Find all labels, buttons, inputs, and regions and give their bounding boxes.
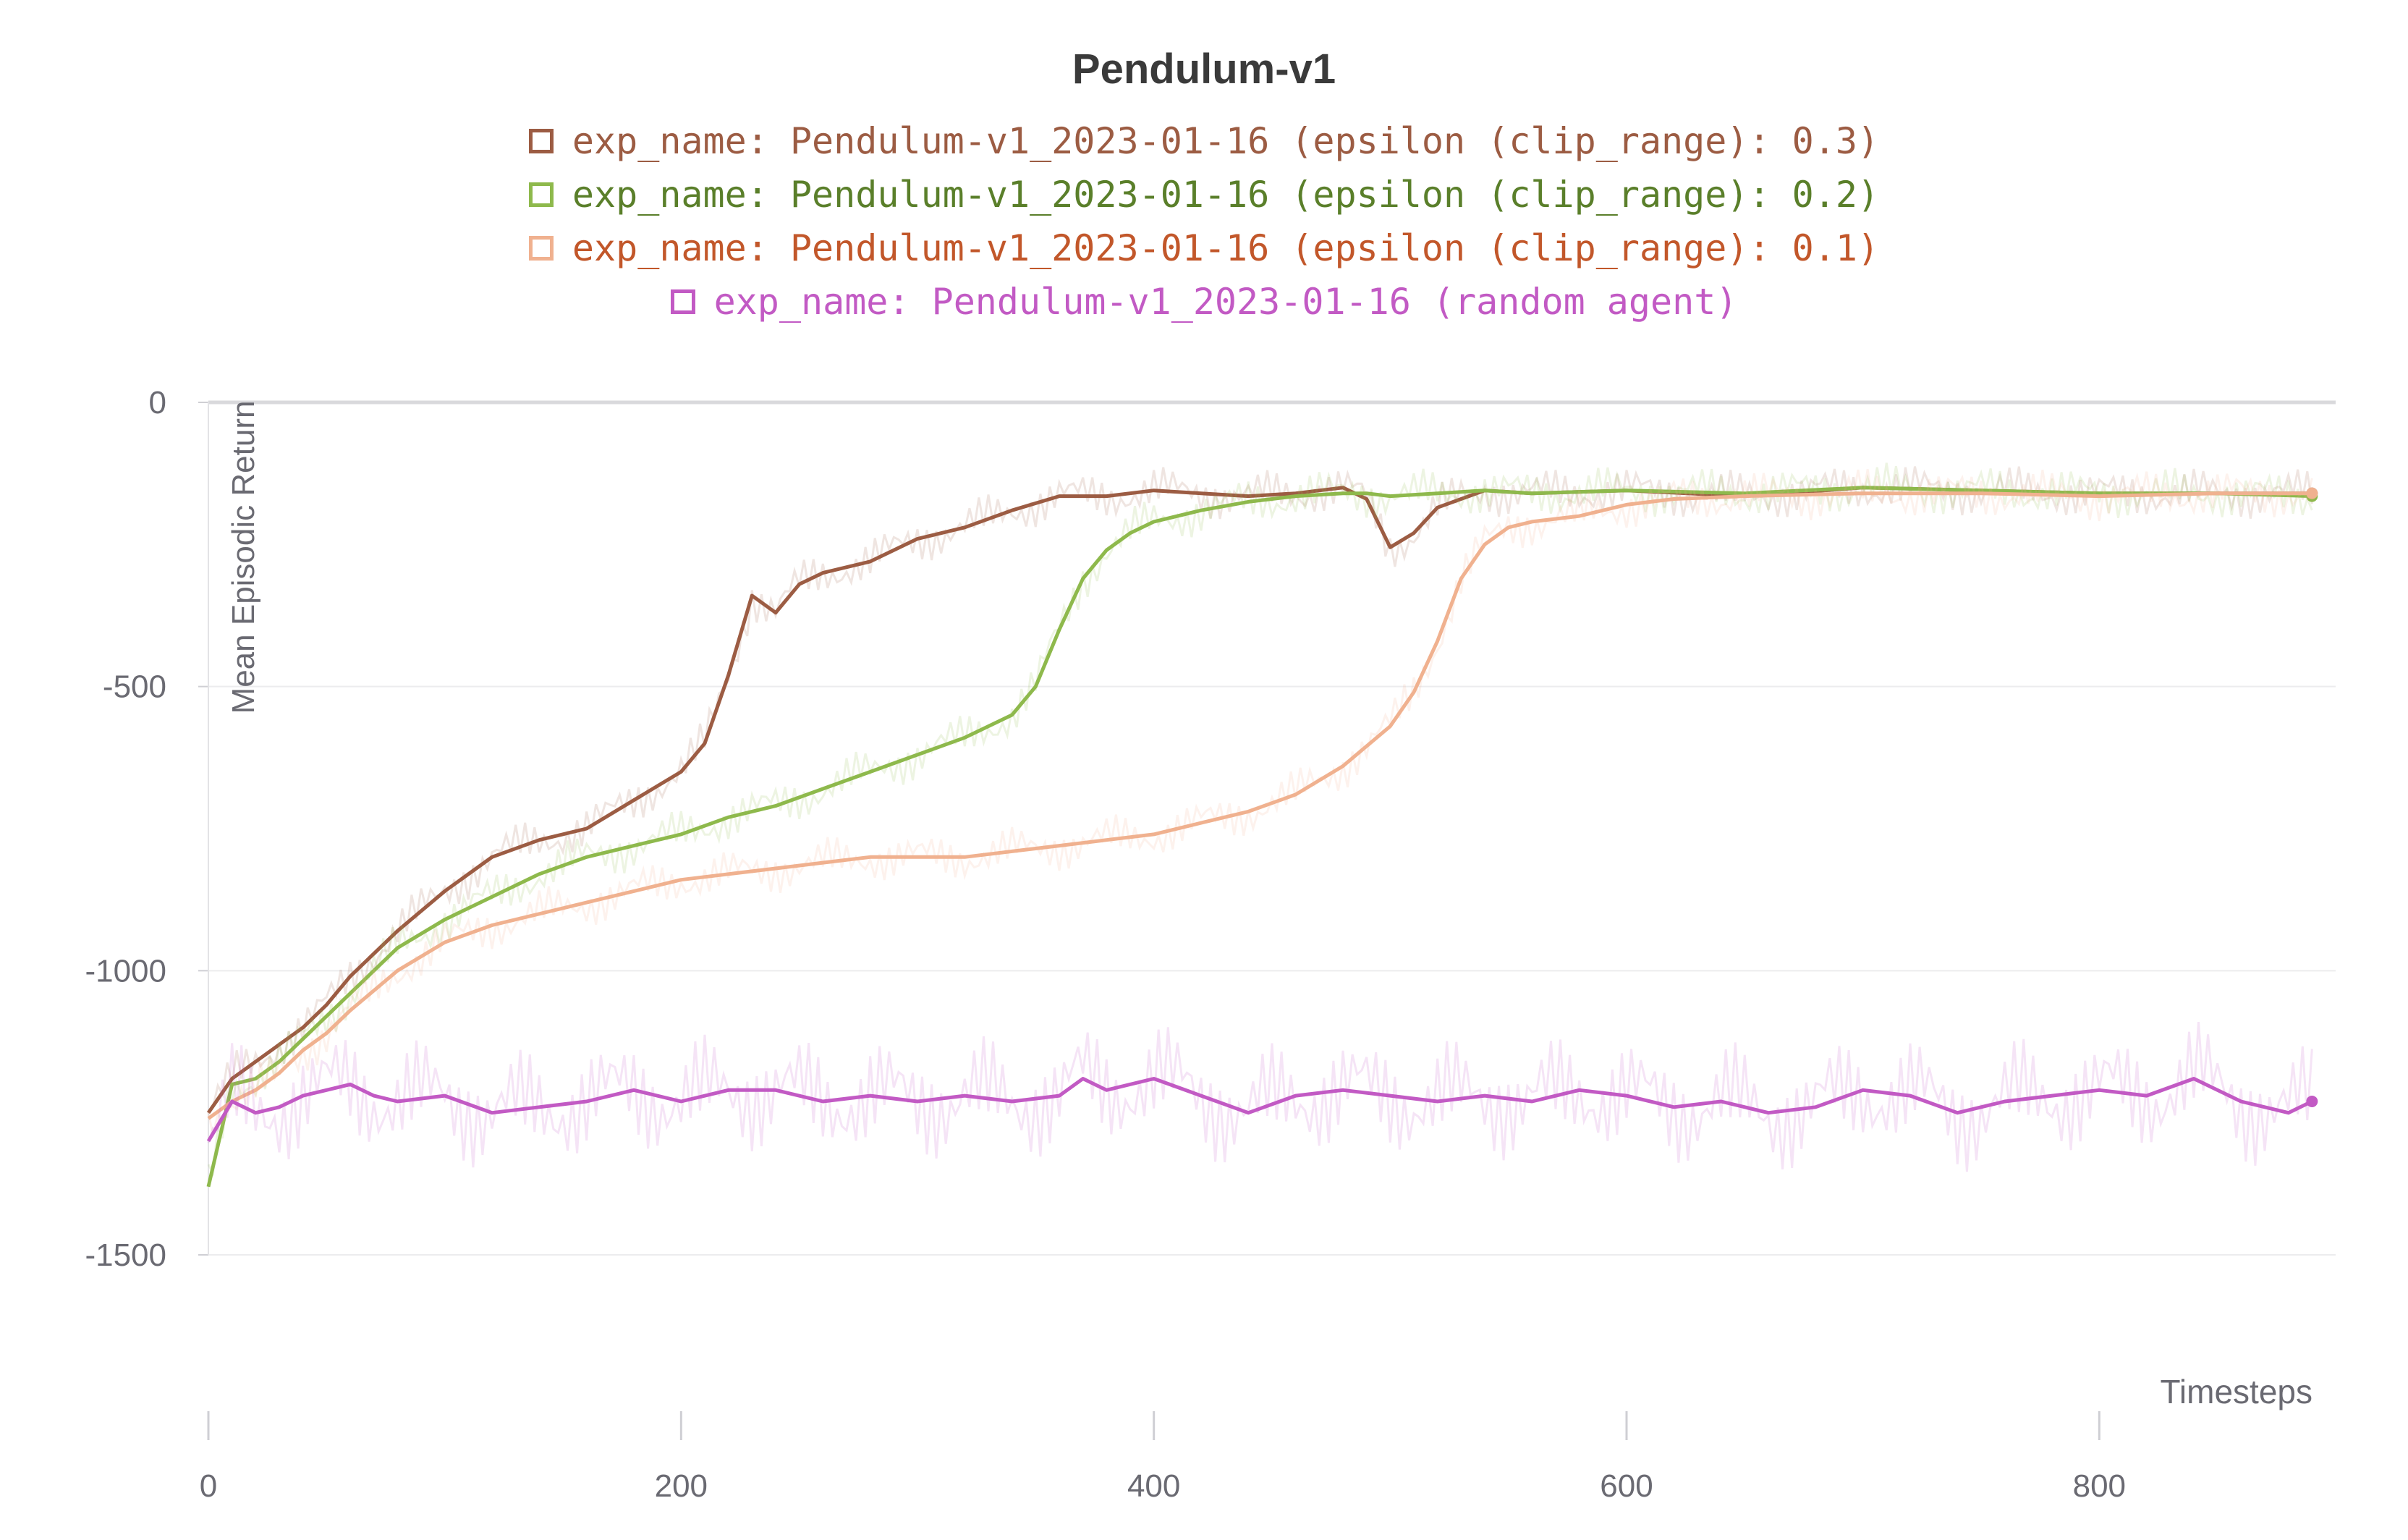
legend-label-1: exp_name: Pendulum-v1_2023-01-16 (epsilo… <box>572 174 1880 216</box>
legend-label-0: exp_name: Pendulum-v1_2023-01-16 (epsilo… <box>572 120 1880 162</box>
series-3-line <box>206 1077 2313 1143</box>
legend-item-3[interactable]: exp_name: Pendulum-v1_2023-01-16 (random… <box>0 275 2408 329</box>
series-3-raw <box>207 1021 2313 1172</box>
legend-item-1[interactable]: exp_name: Pendulum-v1_2023-01-16 (epsilo… <box>0 168 2408 221</box>
chart-title: Pendulum-v1 <box>1072 46 1336 93</box>
series-2-line <box>207 491 2312 1120</box>
y-tick-label-1: -500 <box>103 669 166 705</box>
y-axis-label: Mean Episodic Return <box>226 400 261 714</box>
x-tick-label-4: 800 <box>2073 1468 2126 1504</box>
series-2-end-point <box>2306 487 2318 499</box>
legend-item-0[interactable]: exp_name: Pendulum-v1_2023-01-16 (epsilo… <box>0 114 2408 168</box>
y-tick-label-0: 0 <box>149 385 166 420</box>
y-tick-label-3: -1500 <box>85 1238 166 1273</box>
series-0-raw <box>207 466 2313 1114</box>
series-1-raw <box>207 462 2313 1177</box>
series-1-line <box>206 486 2312 1188</box>
legend-label-2: exp_name: Pendulum-v1_2023-01-16 (epsilo… <box>572 227 1880 269</box>
x-tick-label-0: 0 <box>200 1468 217 1504</box>
x-tick-label-2: 400 <box>1127 1468 1180 1504</box>
legend-item-2[interactable]: exp_name: Pendulum-v1_2023-01-16 (epsilo… <box>0 221 2408 275</box>
y-tick-label-2: -1000 <box>85 953 166 989</box>
x-axis-label: Timesteps <box>2160 1373 2312 1410</box>
legend-swatch-2 <box>528 236 554 261</box>
x-tick-label-3: 600 <box>1600 1468 1653 1504</box>
series-3-end-point <box>2306 1095 2318 1107</box>
legend-label-3: exp_name: Pendulum-v1_2023-01-16 (random… <box>713 281 1738 323</box>
legend-swatch-3 <box>670 289 695 314</box>
legend-swatch-0 <box>528 129 554 153</box>
series-2-raw <box>207 469 2313 1137</box>
legend: exp_name: Pendulum-v1_2023-01-16 (epsilo… <box>0 114 2408 329</box>
x-tick-label-1: 200 <box>655 1468 708 1504</box>
series-0-line <box>206 486 2312 1114</box>
legend-swatch-1 <box>528 182 554 207</box>
